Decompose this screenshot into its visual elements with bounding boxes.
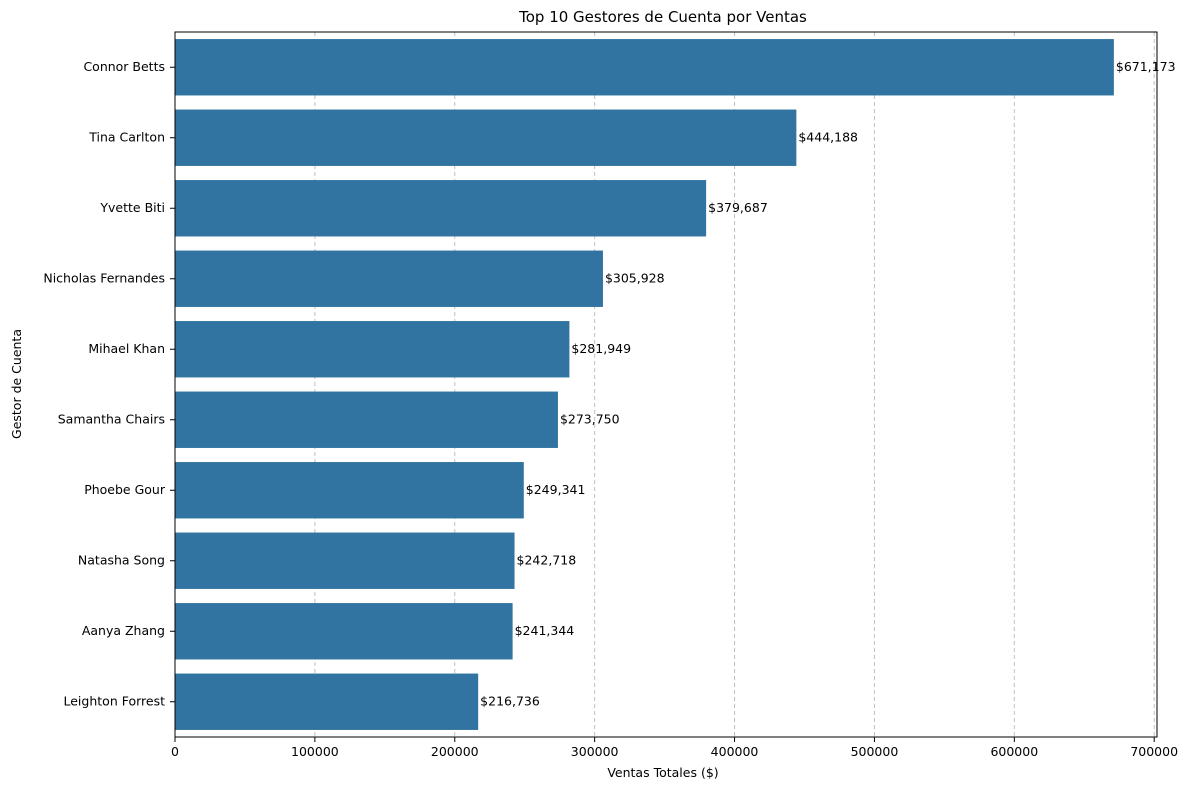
bar-2 — [175, 109, 797, 166]
bar-6 — [175, 391, 558, 448]
bar-5 — [175, 321, 570, 378]
data-label: $305,928 — [605, 270, 665, 285]
bar-3 — [175, 180, 707, 237]
data-label: $444,188 — [798, 129, 858, 144]
data-label: $242,718 — [517, 552, 577, 567]
x-tick-label: 300000 — [571, 744, 619, 759]
data-labels: $671,173 $444,188 $379,687 $305,928 $281,949… — [480, 59, 1175, 709]
plot-frame — [174, 31, 1158, 738]
chart-title: Top 10 Gestores de Cuenta por Ventas — [518, 8, 807, 26]
y-tick-label: Connor Betts — [83, 59, 165, 74]
data-label: $671,173 — [1116, 59, 1176, 74]
x-tick-label: 0 — [171, 744, 179, 759]
x-axis-label: Ventas Totales ($) — [607, 765, 718, 780]
x-tick-label: 400000 — [711, 744, 759, 759]
bar-9 — [175, 603, 513, 660]
y-tick-label: Natasha Song — [78, 552, 165, 567]
data-label: $273,750 — [560, 411, 620, 426]
bar-7 — [175, 462, 524, 519]
y-tick-label: Aanya Zhang — [82, 623, 165, 638]
bar-4 — [175, 250, 603, 307]
axes: Connor Betts Tina Carlton Yvette Biti Nicho… — [43, 31, 1178, 759]
y-axis-label: Gestor de Cuenta — [9, 329, 24, 439]
data-label: $281,949 — [571, 341, 631, 356]
data-label: $249,341 — [526, 482, 586, 497]
y-tick-label: Samantha Chairs — [58, 411, 165, 426]
x-tick-label: 700000 — [1130, 744, 1178, 759]
x-tick-label: 600000 — [990, 744, 1038, 759]
x-tick-label: 500000 — [851, 744, 899, 759]
x-tick-label: 200000 — [431, 744, 479, 759]
x-tick-label: 100000 — [291, 744, 339, 759]
bar-8 — [175, 532, 515, 589]
bar-10 — [175, 673, 479, 730]
bars — [175, 39, 1114, 730]
y-tick-label: Nicholas Fernandes — [43, 270, 165, 285]
y-tick-label: Tina Carlton — [88, 129, 165, 144]
y-tick-label: Yvette Biti — [99, 200, 165, 215]
y-tick-label: Mihael Khan — [88, 341, 165, 356]
data-label: $241,344 — [515, 623, 575, 638]
y-tick-label: Leighton Forrest — [64, 693, 166, 708]
data-label: $216,736 — [480, 693, 540, 708]
data-label: $379,687 — [708, 200, 768, 215]
y-tick-label: Phoebe Gour — [84, 482, 166, 497]
bar-1 — [175, 39, 1114, 96]
